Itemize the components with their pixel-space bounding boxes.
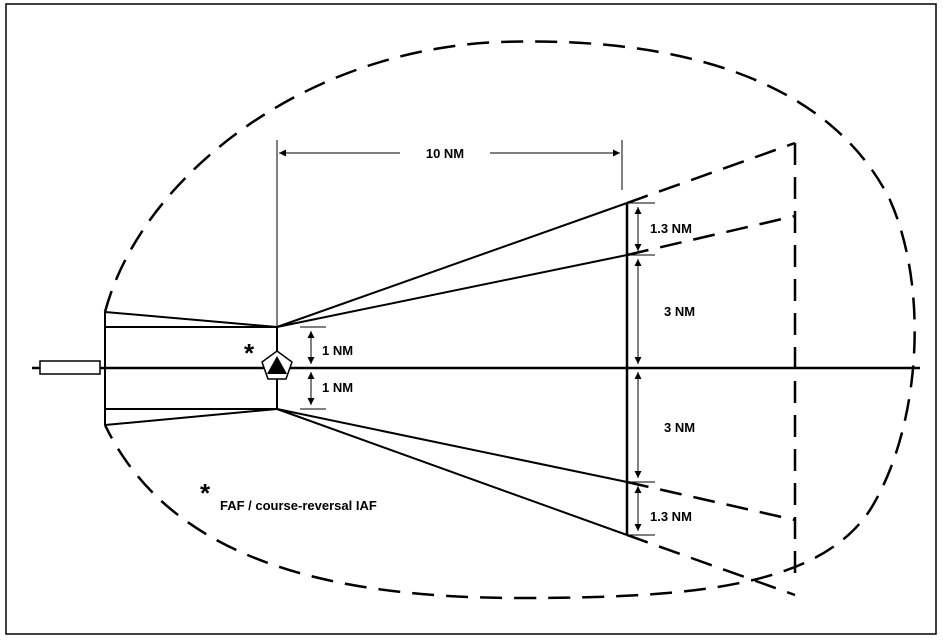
inner-segment [104,311,278,426]
dim-1nm-bottom-label: 1 NM [322,380,353,395]
dim-3nm-bottom-label: 3 NM [664,420,695,435]
dim-10nm-label: 10 NM [426,146,464,161]
frame-border [5,3,937,635]
secondary-dashed-lines [626,141,797,597]
legend-text: FAF / course-reversal IAF [220,498,377,513]
outer-dashed-boundary [103,40,916,600]
fix-asterisk: * [244,338,255,368]
legend-asterisk: * [200,478,211,508]
dim-13nm-top-label: 1.3 NM [650,221,692,236]
primary-area-lines [276,202,629,536]
dim-13nm-bottom-label: 1.3 NM [650,509,692,524]
dim-3nm-top-label: 3 NM [664,304,695,319]
runway-icon [39,360,101,375]
dim-1nm-top-label: 1 NM [322,343,353,358]
pentagon-triangle-icon [261,350,293,380]
